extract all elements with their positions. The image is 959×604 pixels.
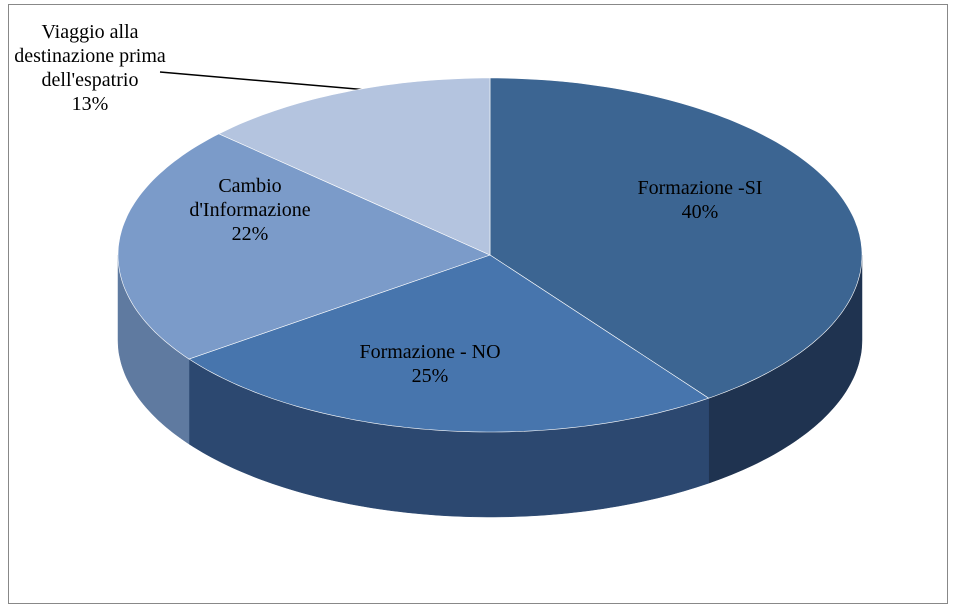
slice-label: Formazione -SI [637,177,763,199]
slice [489,77,863,399]
slice-tops [117,77,863,433]
leader-line [159,71,369,91]
slice-label: Viaggio alla destinazione prima dell'esp… [14,21,166,91]
slice [188,254,710,433]
slice-value-label: 22% [231,223,269,245]
slice [218,77,491,256]
slice-value-label: 13% [71,93,109,115]
slice-value-label: 40% [681,201,719,223]
slice-label: Formazione - NO [359,341,501,363]
slice-label: Cambio d'Informazione [189,175,311,221]
chart [117,71,863,518]
slice [117,133,491,360]
slice-value-label: 25% [411,365,449,387]
page: (() => { const data = JSON.parse(documen… [8,4,948,604]
